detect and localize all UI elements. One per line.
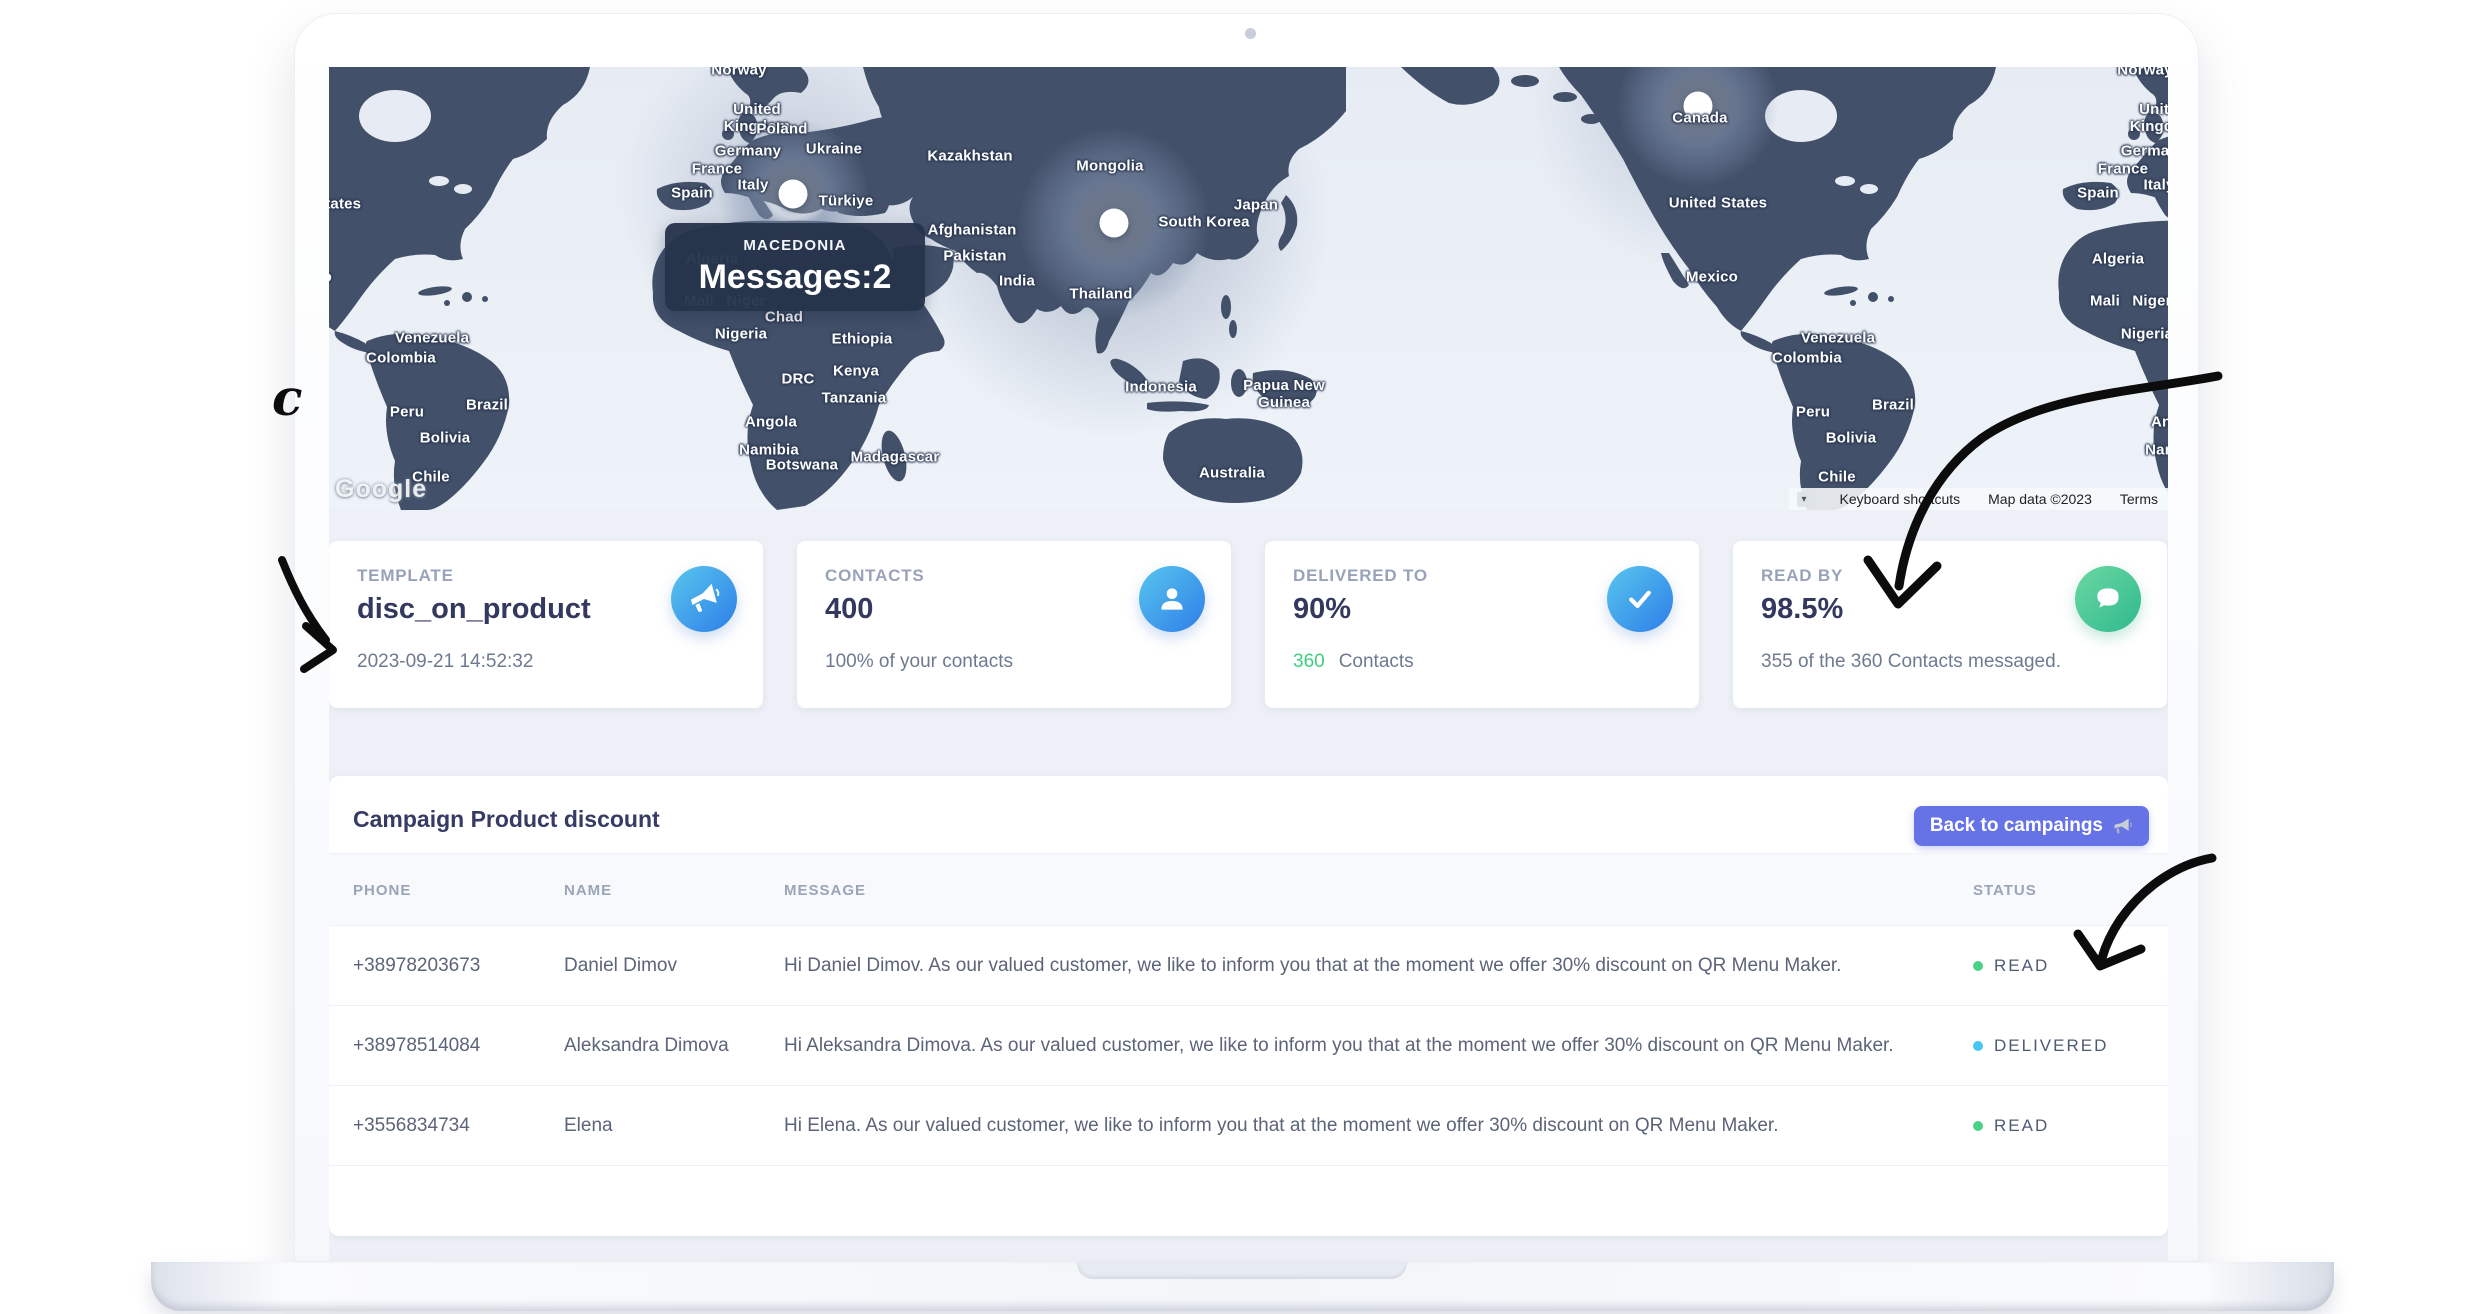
stat-card-contacts: CONTACTS 400 100% of your contacts xyxy=(797,541,1231,708)
keyboard-shortcuts-link[interactable]: Keyboard shortcuts xyxy=(1839,491,1961,507)
dashboard-app: Norway United Kingdom Poland Germany Ukraine… xyxy=(329,67,2168,1263)
cell-phone: +38978514084 xyxy=(353,1035,481,1056)
status-label: READ xyxy=(1994,1116,2050,1135)
cell-phone: +3556834734 xyxy=(353,1115,470,1136)
map-attribution: ▾ Keyboard shortcuts Map data ©2023 Term… xyxy=(1788,488,2168,510)
template-timestamp: 2023-09-21 14:52:32 xyxy=(357,651,534,672)
status-label: READ xyxy=(1994,956,2050,975)
laptop-mockup: Norway United Kingdom Poland Germany Ukraine… xyxy=(294,13,2199,1263)
status-dot xyxy=(1973,961,1983,971)
cell-name: Aleksandra Dimova xyxy=(564,1035,729,1056)
stat-label: READ BY xyxy=(1761,566,1844,585)
world-map[interactable]: Norway United Kingdom Poland Germany Ukraine… xyxy=(329,67,2168,510)
delivered-contacts: 360 Contacts xyxy=(1293,651,1671,673)
laptop-camera-dot xyxy=(1245,28,1256,39)
laptop-base-notch xyxy=(1077,1262,1407,1279)
map-data-copyright: Map data ©2023 xyxy=(1988,491,2092,507)
megaphone-icon xyxy=(671,566,737,632)
cell-phone: +38978203673 xyxy=(353,955,481,976)
map-tooltip: MACEDONIA Messages:2 xyxy=(665,223,925,311)
person-icon xyxy=(1139,566,1205,632)
stat-card-template: TEMPLATE disc_on_product 2023-09-21 14:5… xyxy=(329,541,763,708)
campaign-table-card: Campaign Product discount Back to campai… xyxy=(329,776,2168,1236)
column-header-name: NAME xyxy=(564,882,613,899)
cell-status: DELIVERED xyxy=(1973,1006,2108,1086)
stat-label: CONTACTS xyxy=(825,566,925,585)
contacts-percent: 100% of your contacts xyxy=(825,651,1013,672)
table-row: +38978203673 Daniel Dimov Hi Daniel Dimo… xyxy=(329,926,2168,1006)
table-row: +3556834734 Elena Hi Elena. As our value… xyxy=(329,1086,2168,1166)
column-header-status: STATUS xyxy=(1973,882,2037,899)
google-logo[interactable]: Google xyxy=(335,475,428,503)
stat-label: DELIVERED TO xyxy=(1293,566,1428,585)
tooltip-region: MACEDONIA xyxy=(743,237,847,254)
cell-name: Daniel Dimov xyxy=(564,955,677,976)
status-dot xyxy=(1973,1041,1983,1051)
terms-link[interactable]: Terms xyxy=(2119,491,2158,507)
cell-status: READ xyxy=(1973,1086,2049,1166)
campaign-title: Campaign Product discount xyxy=(353,806,660,832)
stat-cards-row: TEMPLATE disc_on_product 2023-09-21 14:5… xyxy=(329,541,2168,708)
back-to-campaigns-label: Back to campaings xyxy=(1929,815,2103,836)
stat-card-delivered: DELIVERED TO 90% 360 Contacts xyxy=(1265,541,1699,708)
check-icon xyxy=(1607,566,1673,632)
chat-icon xyxy=(2075,566,2141,632)
cell-name: Elena xyxy=(564,1115,613,1136)
column-header-message: MESSAGE xyxy=(784,882,867,899)
column-header-phone: PHONE xyxy=(353,882,412,899)
back-to-campaigns-button[interactable]: Back to campaings xyxy=(1913,806,2149,846)
stat-label: TEMPLATE xyxy=(357,566,454,585)
stat-card-read: READ BY 98.5% 355 of the 360 Contacts me… xyxy=(1733,541,2167,708)
world-map-landmass xyxy=(329,67,2168,510)
read-percent: 98.5% xyxy=(1761,593,1844,625)
status-label: DELIVERED xyxy=(1994,1036,2109,1055)
laptop-base xyxy=(151,1262,2334,1311)
delivered-count: 360 xyxy=(1293,651,1325,672)
delivered-percent: 90% xyxy=(1293,593,1352,625)
cell-message: Hi Aleksandra Dimova. As our valued cust… xyxy=(784,1035,1894,1056)
read-summary: 355 of the 360 Contacts messaged. xyxy=(1761,651,2061,672)
china-marker[interactable] xyxy=(1099,208,1129,238)
canada-marker[interactable] xyxy=(1683,91,1713,121)
cell-message: Hi Elena. As our valued customer, we lik… xyxy=(784,1115,1779,1136)
megaphone-emoji-icon xyxy=(2114,818,2132,833)
map-control-icon[interactable]: ▾ xyxy=(1796,491,1812,507)
table-header: PHONE NAME MESSAGE STATUS xyxy=(329,853,2168,926)
template-name: disc_on_product xyxy=(357,593,591,625)
cell-message: Hi Daniel Dimov. As our valued customer,… xyxy=(784,955,1842,976)
macedonia-marker[interactable] xyxy=(778,179,808,209)
contacts-count: 400 xyxy=(825,593,874,625)
cell-status: READ xyxy=(1973,926,2049,1006)
status-dot xyxy=(1973,1121,1983,1131)
delivered-contacts-label: Contacts xyxy=(1338,651,1414,672)
table-row: +38978514084 Aleksandra Dimova Hi Aleksa… xyxy=(329,1006,2168,1086)
tooltip-messages-count: Messages:2 xyxy=(698,258,892,296)
